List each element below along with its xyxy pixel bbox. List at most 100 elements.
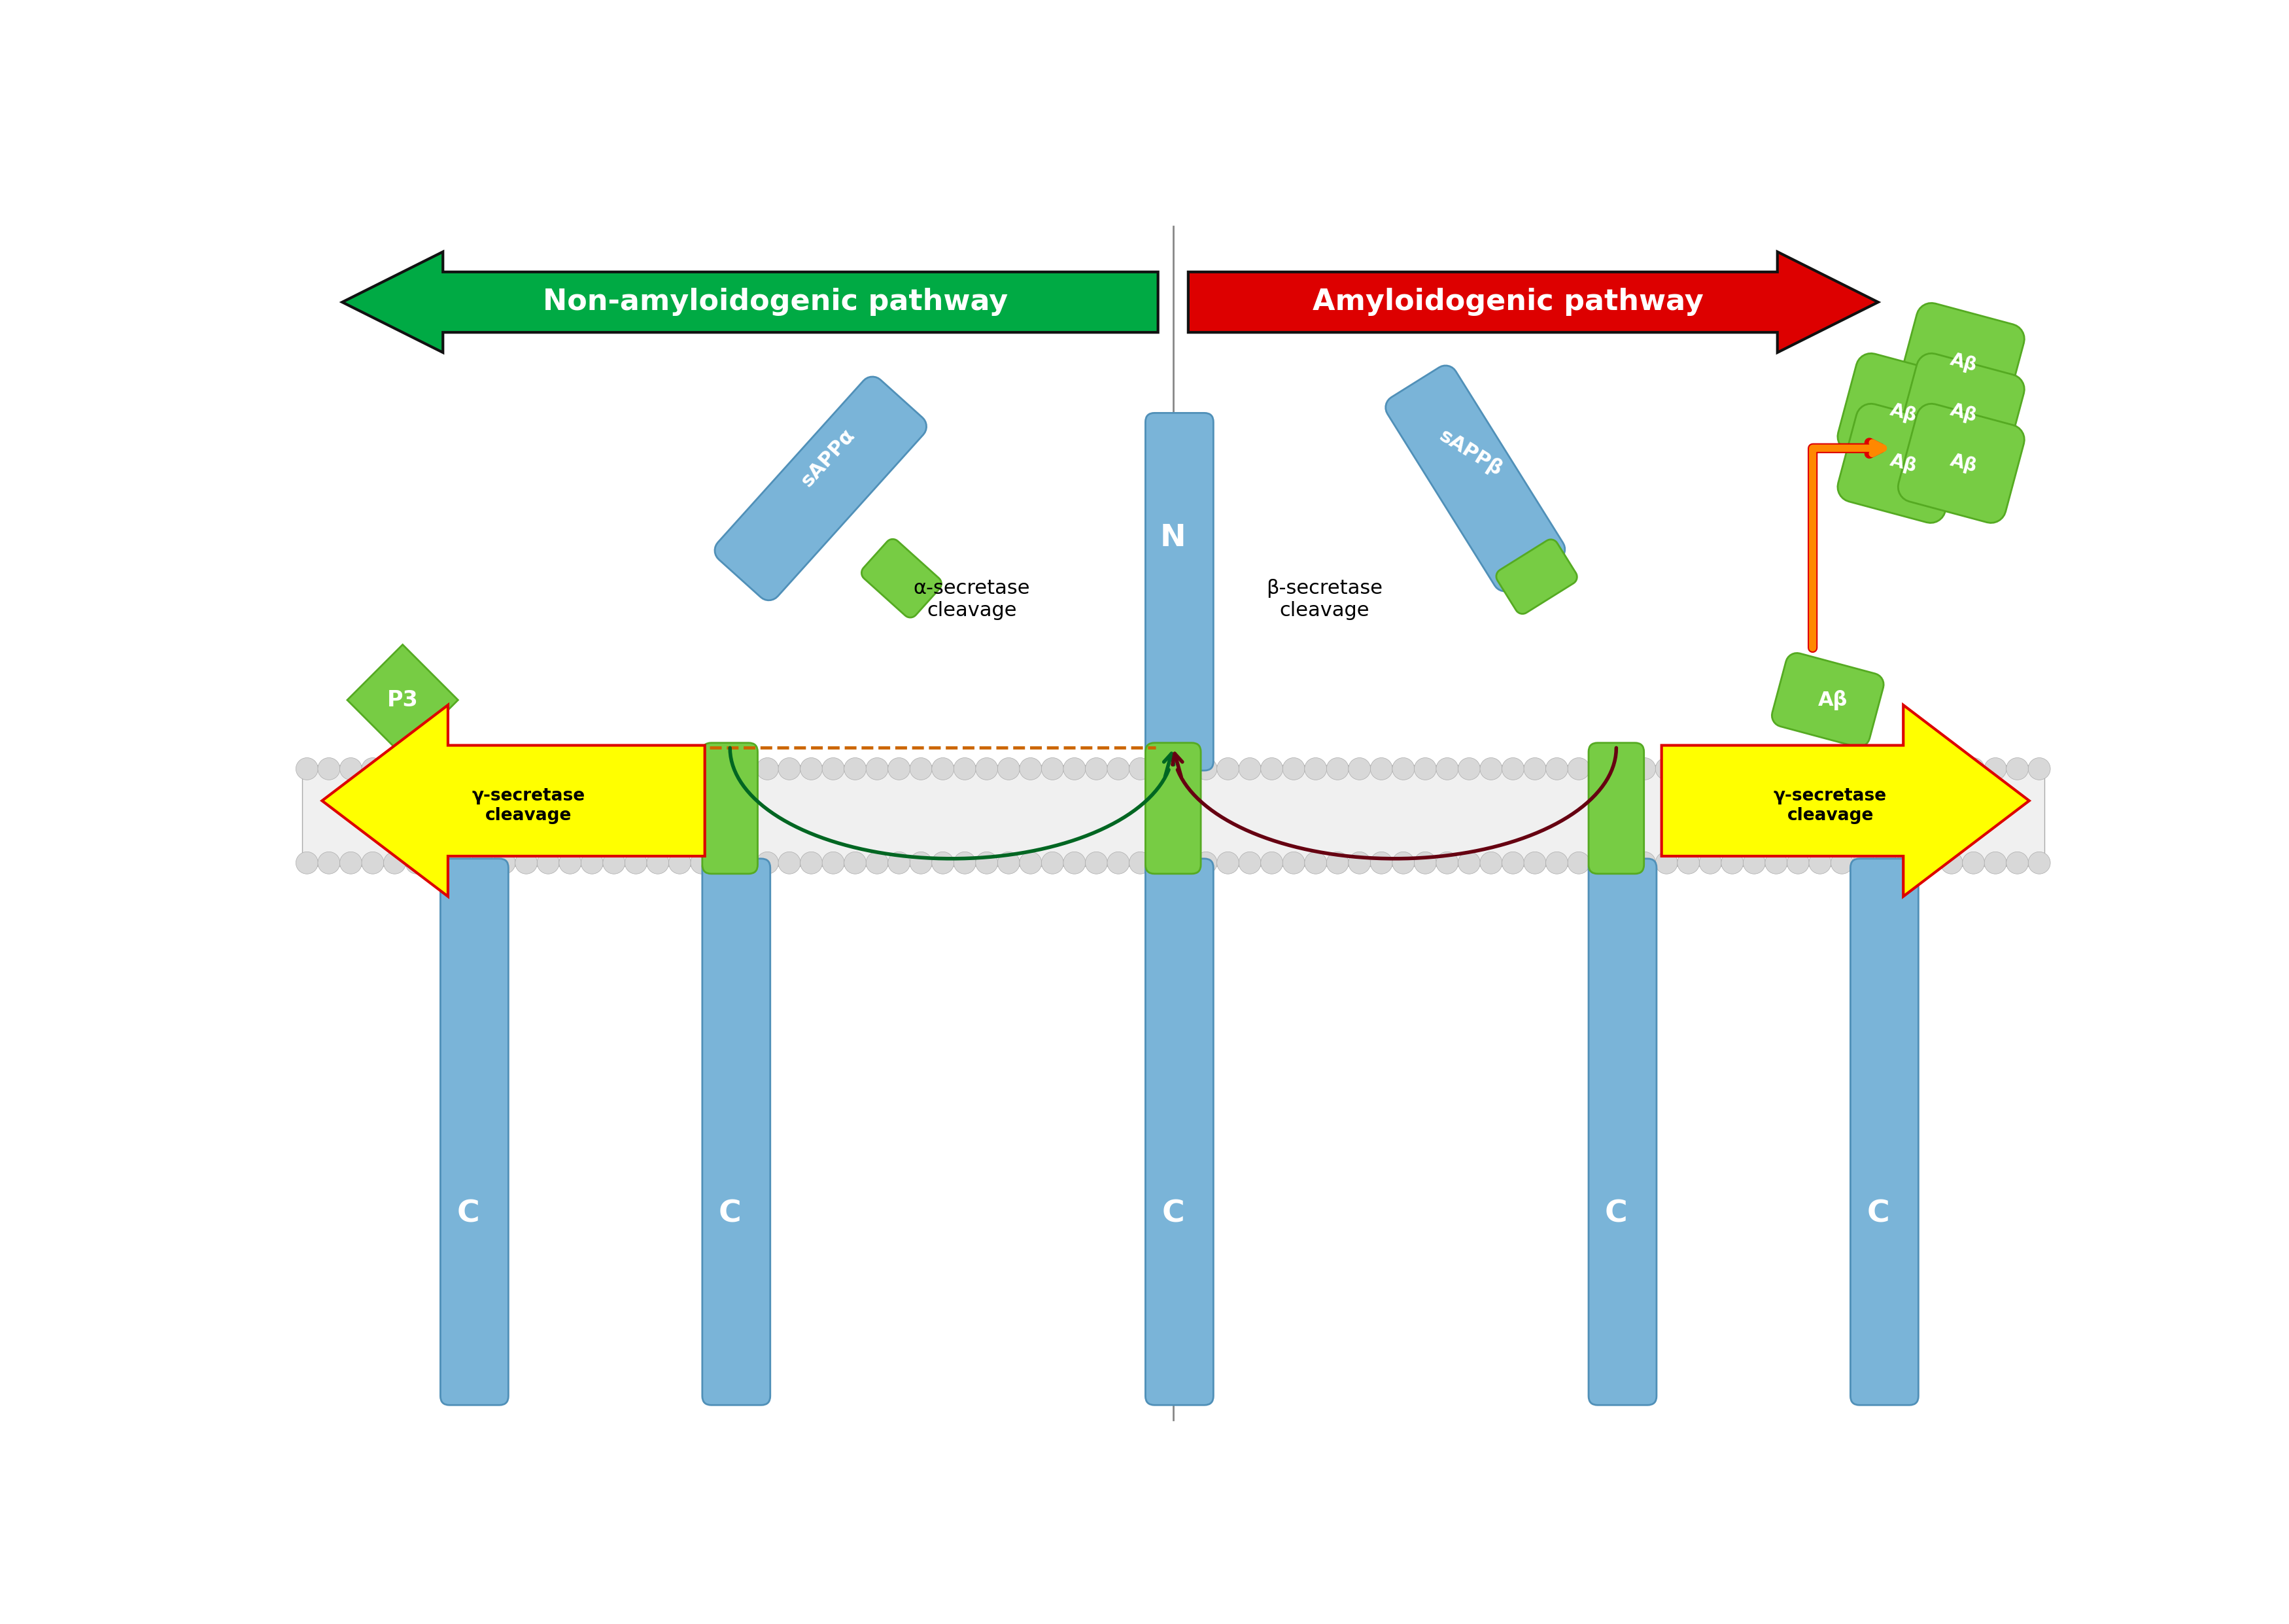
Circle shape bbox=[385, 758, 405, 780]
Circle shape bbox=[581, 758, 602, 780]
Circle shape bbox=[1678, 853, 1698, 874]
Circle shape bbox=[1435, 758, 1458, 780]
Circle shape bbox=[1502, 758, 1524, 780]
Circle shape bbox=[1831, 758, 1854, 780]
Text: Aβ: Aβ bbox=[1888, 401, 1918, 425]
Circle shape bbox=[1305, 758, 1328, 780]
Circle shape bbox=[538, 853, 559, 874]
Circle shape bbox=[449, 758, 472, 780]
Circle shape bbox=[492, 758, 515, 780]
Circle shape bbox=[1019, 853, 1041, 874]
Text: Amyloidogenic pathway: Amyloidogenic pathway bbox=[1312, 287, 1703, 317]
Circle shape bbox=[712, 758, 735, 780]
Circle shape bbox=[625, 853, 648, 874]
Circle shape bbox=[1218, 758, 1238, 780]
Circle shape bbox=[1721, 758, 1744, 780]
Circle shape bbox=[1348, 758, 1371, 780]
Circle shape bbox=[1371, 758, 1392, 780]
Circle shape bbox=[1328, 853, 1348, 874]
Circle shape bbox=[1305, 853, 1328, 874]
Circle shape bbox=[1721, 853, 1744, 874]
Circle shape bbox=[405, 853, 428, 874]
Text: P3: P3 bbox=[387, 689, 419, 711]
Circle shape bbox=[1985, 853, 2007, 874]
Circle shape bbox=[1962, 853, 1985, 874]
Circle shape bbox=[1941, 758, 1962, 780]
Circle shape bbox=[1435, 853, 1458, 874]
Circle shape bbox=[625, 758, 648, 780]
Bar bbox=[302, 765, 2044, 866]
Circle shape bbox=[1238, 758, 1261, 780]
Circle shape bbox=[691, 853, 712, 874]
FancyBboxPatch shape bbox=[703, 859, 769, 1405]
Circle shape bbox=[822, 758, 845, 780]
Circle shape bbox=[515, 853, 538, 874]
Circle shape bbox=[888, 758, 911, 780]
Text: α-secretase
cleavage: α-secretase cleavage bbox=[913, 578, 1030, 620]
Circle shape bbox=[1481, 853, 1502, 874]
Circle shape bbox=[865, 758, 888, 780]
Circle shape bbox=[559, 853, 581, 874]
Circle shape bbox=[295, 758, 318, 780]
Circle shape bbox=[1415, 758, 1437, 780]
Text: Aβ: Aβ bbox=[1948, 401, 1980, 425]
Circle shape bbox=[1875, 853, 1898, 874]
Text: N: N bbox=[1161, 523, 1186, 552]
Circle shape bbox=[1128, 758, 1151, 780]
Circle shape bbox=[1898, 758, 1918, 780]
Circle shape bbox=[1415, 853, 1437, 874]
Circle shape bbox=[1545, 758, 1568, 780]
Circle shape bbox=[1085, 758, 1108, 780]
Circle shape bbox=[559, 758, 581, 780]
Circle shape bbox=[1458, 758, 1481, 780]
Circle shape bbox=[339, 853, 362, 874]
Polygon shape bbox=[861, 539, 941, 617]
Polygon shape bbox=[1188, 252, 1877, 352]
Circle shape bbox=[2028, 758, 2051, 780]
Circle shape bbox=[845, 758, 865, 780]
Text: Aβ: Aβ bbox=[1817, 690, 1847, 710]
Circle shape bbox=[1108, 758, 1128, 780]
Text: C: C bbox=[1605, 1199, 1627, 1228]
FancyBboxPatch shape bbox=[703, 742, 758, 874]
Circle shape bbox=[472, 853, 494, 874]
Circle shape bbox=[318, 758, 341, 780]
Circle shape bbox=[1524, 758, 1545, 780]
Text: Aβ: Aβ bbox=[1948, 451, 1980, 476]
Circle shape bbox=[1808, 758, 1831, 780]
Text: γ-secretase
cleavage: γ-secretase cleavage bbox=[472, 788, 586, 823]
Circle shape bbox=[1678, 758, 1698, 780]
Circle shape bbox=[1985, 758, 2007, 780]
Circle shape bbox=[1568, 758, 1591, 780]
Circle shape bbox=[801, 853, 822, 874]
Polygon shape bbox=[1898, 304, 2023, 422]
Circle shape bbox=[1744, 853, 1765, 874]
Circle shape bbox=[865, 853, 888, 874]
Circle shape bbox=[1808, 853, 1831, 874]
Circle shape bbox=[2005, 853, 2028, 874]
Text: sAPPα: sAPPα bbox=[797, 425, 858, 490]
Circle shape bbox=[1261, 758, 1282, 780]
Circle shape bbox=[405, 758, 428, 780]
Circle shape bbox=[1195, 758, 1218, 780]
Circle shape bbox=[1041, 758, 1064, 780]
Circle shape bbox=[538, 758, 559, 780]
Circle shape bbox=[339, 758, 362, 780]
Text: Aβ: Aβ bbox=[1948, 351, 1980, 375]
Circle shape bbox=[1502, 853, 1524, 874]
Polygon shape bbox=[1898, 404, 2023, 523]
Circle shape bbox=[955, 853, 975, 874]
Polygon shape bbox=[1838, 404, 1964, 523]
Circle shape bbox=[1172, 758, 1195, 780]
Circle shape bbox=[822, 853, 845, 874]
Circle shape bbox=[1064, 853, 1085, 874]
Text: C: C bbox=[1163, 1199, 1183, 1228]
Circle shape bbox=[778, 758, 801, 780]
Circle shape bbox=[955, 758, 975, 780]
Circle shape bbox=[668, 853, 691, 874]
Circle shape bbox=[712, 853, 735, 874]
Circle shape bbox=[648, 758, 668, 780]
Circle shape bbox=[1698, 853, 1721, 874]
Text: C: C bbox=[458, 1199, 478, 1228]
FancyBboxPatch shape bbox=[1144, 859, 1213, 1405]
